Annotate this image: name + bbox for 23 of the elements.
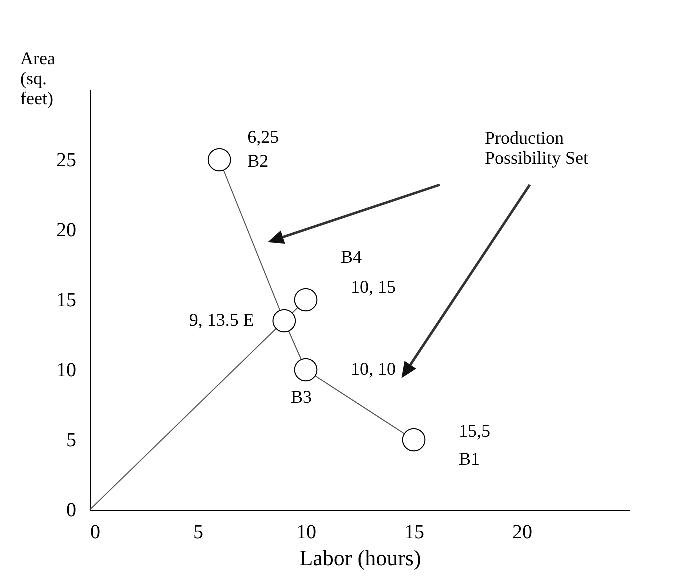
y-tick-label: 10 xyxy=(56,360,76,382)
annotation: B3 xyxy=(291,387,312,407)
y-tick-label: 5 xyxy=(66,430,76,452)
annotation: 15,5 xyxy=(459,421,490,441)
y-tick-label: 25 xyxy=(56,150,76,172)
y-tick-label: 15 xyxy=(56,290,76,312)
annotation: B4 xyxy=(341,247,362,267)
x-tick-label: 20 xyxy=(512,522,532,544)
x-tick-label: 0 xyxy=(90,522,100,544)
y-tick-label: 20 xyxy=(56,220,76,242)
annotation: B2 xyxy=(248,151,269,171)
y-axis-title: Area (sq. feet) xyxy=(20,48,56,108)
annotation: 9, 13.5 E xyxy=(189,310,254,330)
annotation: 6,25 xyxy=(248,127,280,147)
annotation: Production Possibility Set xyxy=(485,128,589,168)
x-tick-label: 15 xyxy=(404,522,424,544)
annotation: 10, 10 xyxy=(351,359,396,379)
y-tick-label: 0 xyxy=(66,500,76,522)
annotation: 10, 15 xyxy=(351,277,396,297)
x-axis-title: Labor (hours) xyxy=(300,546,422,570)
x-tick-label: 5 xyxy=(194,522,204,544)
annotation: B1 xyxy=(459,449,480,469)
x-tick-label: 10 xyxy=(296,522,316,544)
